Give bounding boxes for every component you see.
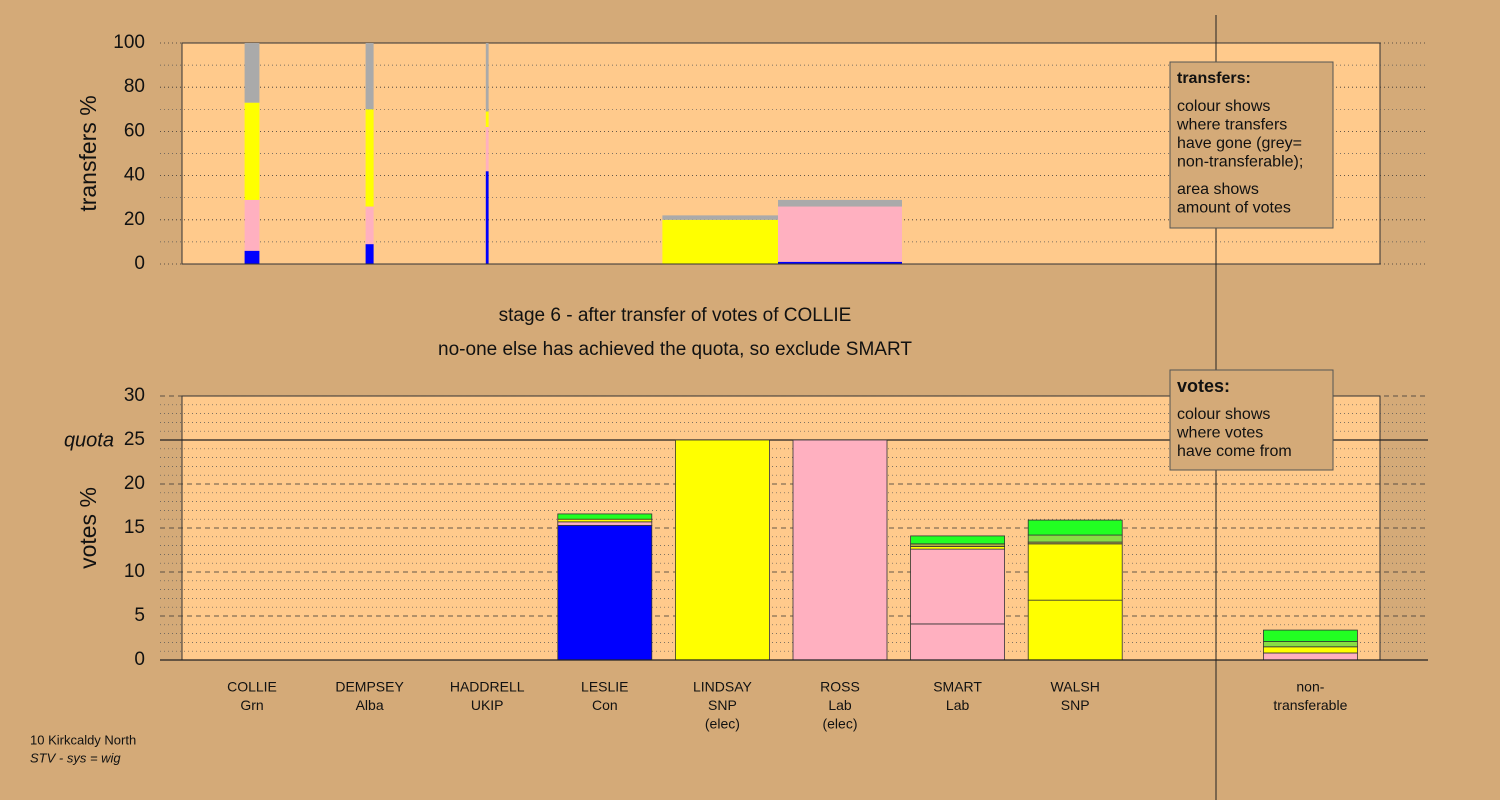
y-axis-label: votes % [75, 487, 101, 569]
legend-text: area shows [1177, 181, 1259, 198]
transfer-segment [365, 206, 374, 245]
footer-note: 10 Kirkcaldy North [30, 732, 136, 747]
x-tick-label: LESLIE [581, 679, 628, 695]
x-tick-label: SNP [1061, 697, 1090, 713]
bar-segment [792, 439, 888, 661]
chart-subtitle: no-one else has achieved the quota, so e… [438, 339, 912, 360]
transfer-segment [365, 43, 374, 110]
transfer-segment [662, 215, 783, 220]
quota-label: quota [64, 429, 114, 451]
transfer-segment [485, 126, 489, 172]
y-tick-label: 0 [134, 253, 145, 274]
transfer-segment [365, 109, 374, 207]
bar-segment [1263, 646, 1358, 654]
y-tick-label: 100 [113, 32, 145, 53]
bar-segment [910, 535, 1005, 545]
y-tick-label: 30 [124, 385, 145, 406]
legend-title: votes: [1177, 376, 1230, 396]
y-tick-label: 60 [124, 120, 145, 141]
legend-text: have come from [1177, 443, 1292, 460]
legend-text: colour shows [1177, 406, 1270, 423]
y-tick-label: 15 [124, 517, 145, 538]
transfer-segment [244, 43, 260, 103]
bar-segment [1263, 652, 1358, 661]
legend-text: non-transferable); [1177, 154, 1303, 171]
chart-title: stage 6 - after transfer of votes of COL… [499, 305, 852, 326]
x-tick-label: (elec) [822, 716, 857, 732]
footer-note: STV - sys = wig [30, 750, 121, 765]
bar-segment [1027, 519, 1123, 536]
transfer-segment [778, 261, 902, 264]
x-tick-label: DEMPSEY [335, 679, 404, 695]
x-tick-label: COLLIE [227, 679, 277, 695]
x-tick-label: ROSS [820, 679, 860, 695]
y-tick-label: 80 [124, 76, 145, 97]
bar-segment [557, 513, 653, 520]
legend-title: transfers: [1177, 70, 1251, 87]
transfer-segment [485, 171, 489, 264]
x-tick-label: WALSH [1051, 679, 1100, 695]
x-tick-label: Con [592, 697, 618, 713]
y-axis-label: transfers % [75, 95, 101, 211]
y-tick-label: 25 [124, 429, 145, 450]
x-tick-label: SNP [708, 697, 737, 713]
bar-segment [557, 521, 653, 526]
legend-text: where transfers [1176, 117, 1287, 134]
bar-segment [1263, 629, 1358, 642]
transfer-segment [244, 102, 260, 200]
bar-segment [1027, 599, 1123, 661]
y-tick-label: 20 [124, 209, 145, 230]
transfer-segment [244, 199, 260, 251]
transfer-segment [485, 43, 489, 112]
x-tick-label: Lab [946, 697, 970, 713]
bar-segment [1027, 543, 1123, 601]
transfer-segment [778, 206, 902, 262]
legend-text: where votes [1176, 425, 1263, 442]
bar-segment [675, 439, 770, 661]
x-tick-label: SMART [933, 679, 982, 695]
x-tick-label: UKIP [471, 697, 504, 713]
bar-segment [1027, 534, 1123, 543]
y-tick-label: 0 [134, 649, 145, 670]
x-tick-label: (elec) [705, 716, 740, 732]
x-tick-label: LINDSAY [693, 679, 753, 695]
y-tick-label: 40 [124, 165, 145, 186]
x-tick-label: Grn [240, 697, 263, 713]
legend-text: colour shows [1177, 98, 1270, 115]
legend-box [1169, 61, 1334, 229]
x-tick-label: non- [1296, 679, 1324, 695]
y-tick-label: 5 [134, 605, 145, 626]
legend-box [1169, 369, 1334, 471]
bar-segment [910, 623, 1005, 661]
legend-text: amount of votes [1177, 200, 1291, 217]
x-tick-label: Alba [356, 697, 384, 713]
x-tick-label: transferable [1273, 697, 1347, 713]
x-tick-label: Lab [828, 697, 852, 713]
transfer-segment [778, 199, 902, 207]
transfer-segment [485, 111, 489, 127]
bar-segment [557, 524, 653, 661]
bar-segment [1263, 641, 1358, 648]
y-tick-label: 10 [124, 561, 145, 582]
y-tick-label: 20 [124, 473, 145, 494]
transfer-segment [662, 219, 783, 264]
legend-text: have gone (grey= [1177, 135, 1302, 152]
x-tick-label: HADDRELL [450, 679, 525, 695]
transfer-segment [365, 244, 374, 264]
transfer-segment [244, 250, 260, 264]
bar-segment [910, 548, 1005, 625]
